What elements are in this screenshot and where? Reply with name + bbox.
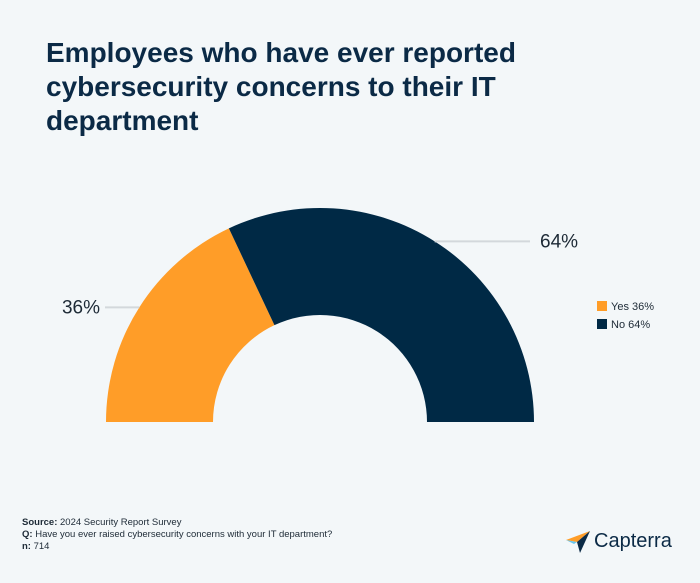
chart-title: Employees who have ever reported cyberse… — [46, 37, 516, 136]
n: 714 — [33, 541, 50, 552]
legend-label: No 64% — [611, 319, 650, 331]
value-label: 64% — [540, 231, 578, 252]
legend-swatch — [597, 301, 607, 311]
legend-label: Yes 36% — [611, 301, 654, 313]
question: Have you ever raised cybersecurity conce… — [35, 529, 333, 540]
pie-slice — [106, 228, 275, 422]
source-label: Source: — [22, 517, 58, 528]
legend-swatch — [597, 319, 607, 329]
logo: Capterra — [566, 530, 672, 553]
source: 2024 Security Report Survey — [60, 517, 182, 528]
question-line: Q: Have you ever raised cybersecurity co… — [22, 529, 332, 541]
question-label: Q: — [22, 529, 33, 540]
logo-text: Capterra — [594, 530, 672, 552]
footer: Source: 2024 Security Report Survey Q: H… — [22, 517, 332, 553]
source-line: Source: 2024 Security Report Survey — [22, 517, 332, 529]
value-label: 36% — [62, 297, 100, 318]
n-label: n: — [22, 541, 31, 552]
n-line: n: 714 — [22, 541, 332, 553]
logo-icon — [566, 530, 590, 553]
pie-slice — [228, 207, 534, 422]
